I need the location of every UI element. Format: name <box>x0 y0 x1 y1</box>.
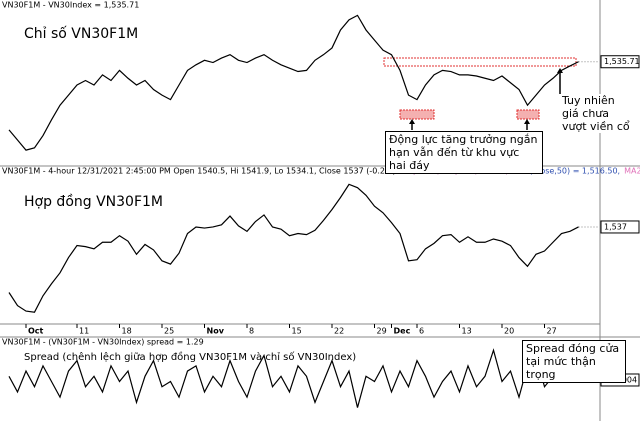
panel-header: VN30F1M - (VN30F1M - VN30Index) spread =… <box>2 338 204 347</box>
x-tick-label: 8 <box>249 327 254 336</box>
arrow-head <box>557 68 563 73</box>
indicator-label: MA2(Close,20) = 1,5 <box>624 167 640 176</box>
last-value-box <box>600 220 640 234</box>
x-tick-label: 22 <box>334 327 344 336</box>
annotation: Tuy nhiên giá chưa vượt viền cổ <box>562 94 634 133</box>
x-tick-label: Oct <box>28 327 44 336</box>
x-tick-label: Nov <box>207 327 225 336</box>
x-tick-label: 13 <box>462 327 472 336</box>
x-tick-label: 6 <box>419 327 424 336</box>
indicator-label: MA1(Close,50) = 1,516.50, <box>512 167 620 176</box>
x-tick-label: 18 <box>122 327 132 336</box>
x-tick-label: 11 <box>79 327 89 336</box>
annotation: Động lực tăng trưởng ngắn hạn vẫn đến từ… <box>385 131 543 174</box>
last-value-label: 1,537 <box>604 222 627 231</box>
price-line <box>8 183 579 313</box>
neckline-box <box>383 57 577 67</box>
panel-header: VN30F1M - VN30Index = 1,535.71 <box>2 1 139 10</box>
last-value-box <box>600 55 640 69</box>
price-line <box>8 348 579 408</box>
x-tick-label: 27 <box>547 327 557 336</box>
annotation: Spread đóng cửa tại mức thận trọng <box>522 340 626 383</box>
arrow-head <box>409 119 415 124</box>
price-line <box>8 14 579 151</box>
panel-label: Hợp đồng VN30F1M <box>24 193 163 210</box>
x-tick-label: 15 <box>292 327 302 336</box>
x-tick-label: 25 <box>164 327 174 336</box>
bottom-box <box>399 109 435 120</box>
bottom-box <box>516 109 540 120</box>
last-value-label: 1,535.71 <box>604 57 640 66</box>
panel-header: VN30F1M - 4-hour 12/31/2021 2:45:00 PM O… <box>2 167 396 176</box>
arrow-head <box>524 119 530 124</box>
x-tick-label: Dec <box>394 327 411 336</box>
panel-label: Chỉ số VN30F1M <box>24 25 138 42</box>
x-tick-label: 29 <box>377 327 387 336</box>
x-tick-label: 20 <box>504 327 514 336</box>
panel-label: Spread (chênh lệch giữa hợp đồng VN30F1M… <box>24 351 356 363</box>
